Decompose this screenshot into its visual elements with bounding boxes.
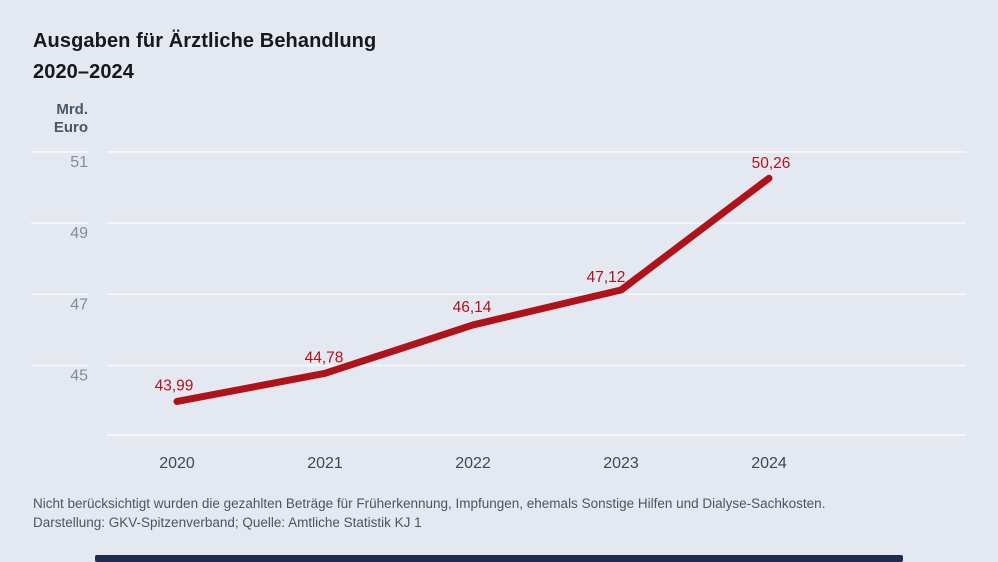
- footer-source-line: Darstellung: GKV-Spitzenverband; Quelle:…: [33, 514, 422, 530]
- value-label: 43,99: [155, 377, 194, 394]
- footer-note: Nicht berücksichtigt wurden die gezahlte…: [33, 495, 825, 532]
- bottom-brand-bar: [95, 555, 903, 562]
- year-label: 2021: [307, 455, 343, 472]
- y-tick-label: 45: [70, 368, 88, 385]
- y-tick-label: 51: [70, 154, 88, 171]
- year-label: 2024: [751, 455, 787, 472]
- chart-title-line1: Ausgaben für Ärztliche Behandlung: [33, 30, 377, 52]
- value-label: 44,78: [305, 349, 344, 366]
- chart-title: Ausgaben für Ärztliche Behandlung 2020–2…: [33, 26, 376, 88]
- footer-note-line: Nicht berücksichtigt wurden die gezahlte…: [33, 496, 826, 511]
- y-tick-label: 47: [70, 296, 88, 313]
- y-axis-unit-line1: Mrd.: [56, 101, 88, 118]
- year-label: 2022: [455, 455, 491, 472]
- y-tick-label: 49: [70, 225, 88, 242]
- y-axis-unit-line2: Euro: [53, 119, 88, 136]
- year-label: 2020: [159, 455, 195, 472]
- value-label: 46,14: [453, 299, 492, 316]
- year-label: 2023: [603, 455, 639, 472]
- y-axis-unit-label: Mrd. Euro: [0, 101, 88, 137]
- data-line: [173, 174, 773, 405]
- value-label: 50,26: [752, 155, 791, 172]
- value-label: 47,12: [587, 269, 626, 286]
- chart-title-line2: 2020–2024: [33, 61, 135, 83]
